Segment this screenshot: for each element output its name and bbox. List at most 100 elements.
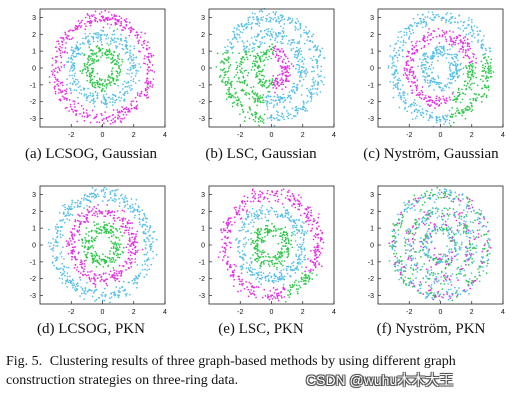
data-point-green <box>108 257 111 260</box>
data-point-magenta <box>288 189 290 192</box>
data-point-magenta <box>122 265 125 268</box>
data-point-cyan <box>129 293 131 296</box>
data-point-green <box>264 80 267 83</box>
data-point-cyan <box>283 96 286 99</box>
data-point-cyan <box>299 58 301 61</box>
data-point-green <box>311 278 314 280</box>
data-point-green <box>289 243 292 246</box>
data-point-cyan <box>300 94 303 96</box>
data-point-green <box>485 75 488 77</box>
data-point-green <box>112 54 115 57</box>
data-point-cyan <box>310 100 312 102</box>
data-point-magenta <box>52 68 55 71</box>
data-point-cyan <box>419 17 421 20</box>
data-point-green <box>248 117 251 120</box>
data-point-magenta <box>63 39 65 41</box>
data-point-green <box>279 261 281 264</box>
data-point-green <box>234 96 237 99</box>
data-point-cyan <box>266 102 268 105</box>
data-point-magenta <box>468 45 471 48</box>
data-point-cyan <box>295 22 298 25</box>
data-point-green <box>108 51 111 54</box>
data-point-green <box>466 82 469 85</box>
data-point-cyan <box>133 278 135 280</box>
data-point-cyan <box>281 19 283 21</box>
data-point-cyan <box>92 36 94 39</box>
data-point-magenta <box>83 215 86 218</box>
data-point-magenta <box>112 114 114 116</box>
data-point-cyan <box>434 16 436 18</box>
data-point-cyan <box>238 229 241 232</box>
data-point-magenta <box>112 276 114 279</box>
data-point-cyan <box>312 66 315 69</box>
data-point-cyan <box>56 267 58 270</box>
data-point-cyan <box>150 247 152 250</box>
data-point-magenta <box>411 89 413 92</box>
data-point-magenta <box>237 212 239 214</box>
data-point-cyan <box>117 295 120 297</box>
data-point-magenta <box>259 190 261 193</box>
data-point-magenta <box>438 42 441 44</box>
data-point-cyan <box>404 41 407 44</box>
data-point-green <box>472 99 475 101</box>
data-point-cyan <box>115 40 118 43</box>
data-point-magenta <box>466 38 469 41</box>
data-point-cyan <box>296 107 298 110</box>
data-point-cyan <box>425 23 428 25</box>
data-point-magenta <box>96 20 99 23</box>
data-point-cyan <box>301 69 303 72</box>
data-point-magenta <box>107 116 110 118</box>
data-point-cyan <box>397 36 399 39</box>
data-point-magenta <box>89 280 92 282</box>
data-point-magenta <box>418 96 421 99</box>
data-point-cyan <box>423 57 426 60</box>
data-point-green <box>88 247 91 249</box>
data-point-green <box>282 245 284 247</box>
data-point-magenta <box>464 36 467 38</box>
data-point-cyan <box>242 228 244 231</box>
data-point-green <box>99 263 102 266</box>
data-point-magenta <box>270 295 272 298</box>
data-point-cyan <box>434 47 437 50</box>
data-point-magenta <box>56 71 59 74</box>
data-point-green <box>103 226 105 229</box>
data-point-magenta <box>460 47 463 50</box>
data-point-green <box>216 52 219 55</box>
data-point-cyan <box>291 117 293 120</box>
data-point-cyan <box>135 276 138 279</box>
data-point-magenta <box>144 32 146 35</box>
data-point-magenta <box>115 272 118 275</box>
data-point-cyan <box>242 224 245 226</box>
data-point-cyan <box>244 254 247 257</box>
data-point-magenta <box>121 209 124 212</box>
data-point-cyan <box>304 258 306 261</box>
data-point-cyan <box>92 292 95 294</box>
data-point-magenta <box>464 54 467 57</box>
data-point-cyan <box>289 266 292 268</box>
data-point-cyan <box>92 195 95 198</box>
data-point-green <box>92 60 94 62</box>
data-point-cyan <box>243 226 246 228</box>
data-point-magenta <box>71 252 74 255</box>
data-point-green <box>483 93 486 96</box>
data-point-cyan <box>419 105 421 108</box>
data-point-cyan <box>387 65 390 67</box>
data-point-green <box>476 96 478 99</box>
data-point-green <box>262 249 264 252</box>
data-point-cyan <box>257 215 259 218</box>
data-point-green <box>467 105 469 108</box>
data-point-magenta <box>423 98 425 101</box>
data-point-magenta <box>48 76 51 78</box>
data-point-green <box>262 99 264 102</box>
data-point-green <box>232 102 234 104</box>
data-point-cyan <box>451 78 453 80</box>
plot-frame <box>39 8 166 128</box>
data-point-cyan <box>242 42 245 44</box>
data-point-cyan <box>113 29 116 32</box>
data-point-magenta <box>94 116 97 119</box>
data-point-cyan <box>123 98 126 101</box>
data-point-green <box>259 97 262 99</box>
data-point-cyan <box>451 45 454 48</box>
data-point-cyan <box>155 238 158 241</box>
data-point-magenta <box>406 70 408 72</box>
